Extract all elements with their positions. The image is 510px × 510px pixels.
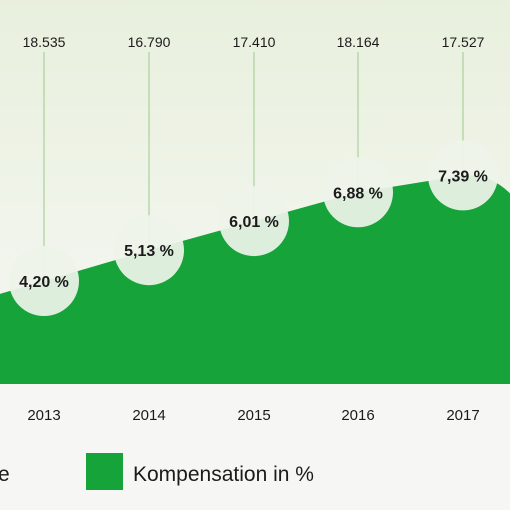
percentage-bubbles: 4,20 % 5,13 % 6,01 % 6,88 % 7,39 % (9, 140, 498, 316)
legend-swatch-kompensation (86, 453, 123, 490)
x-tick-label-2013: 2013 (27, 407, 60, 424)
percentage-label-2014: 5,13 % (124, 243, 174, 260)
percentage-label-2013: 4,20 % (19, 274, 69, 291)
percentage-label-2017: 7,39 % (438, 168, 488, 185)
legend: e Kompensation in % (0, 453, 314, 490)
x-tick-label-2014: 2014 (132, 407, 165, 424)
x-axis-labels: 2013 2014 2015 2016 2017 (27, 407, 479, 424)
bubble-2013 (9, 246, 79, 316)
bubble-2016 (323, 157, 393, 228)
bubble-2017 (428, 140, 498, 211)
bubble-2015 (219, 186, 289, 257)
top-value-labels: 18.535 16.790 17.410 18.164 17.527 (23, 34, 485, 50)
area-series-kompensation (0, 175, 510, 384)
top-value-2014: 16.790 (128, 34, 171, 50)
percentage-label-2016: 6,88 % (333, 185, 383, 202)
top-value-2016: 18.164 (337, 34, 380, 50)
x-tick-label-2015: 2015 (237, 407, 270, 424)
x-tick-label-2016: 2016 (341, 407, 374, 424)
legend-label-partial: e (0, 463, 10, 486)
legend-label-kompensation: Kompensation in % (133, 463, 314, 486)
top-value-2013: 18.535 (23, 34, 66, 50)
top-value-2015: 17.410 (233, 34, 276, 50)
percentage-label-2015: 6,01 % (229, 214, 279, 231)
x-tick-label-2017: 2017 (446, 407, 479, 424)
top-value-2017: 17.527 (442, 34, 485, 50)
bubble-2014 (114, 215, 184, 286)
